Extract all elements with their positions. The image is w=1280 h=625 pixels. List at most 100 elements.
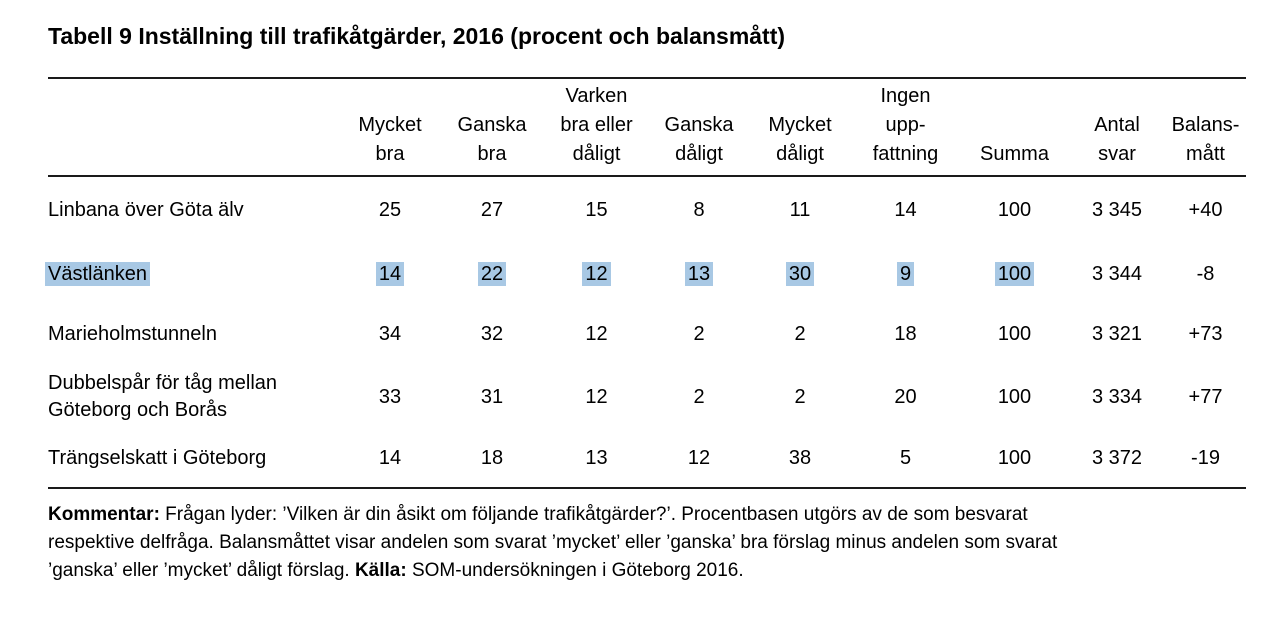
cell-value: 100: [997, 199, 1032, 222]
comment-text: ’ganska’ eller ’mycket’ dåligt förslag.: [48, 560, 355, 582]
cell-value: 34: [378, 322, 402, 345]
cell-value: 32: [480, 322, 504, 345]
column-header: Ganska dåligt: [649, 77, 749, 178]
comment-bold-label: Källa:: [354, 560, 407, 582]
table-cell: 100: [960, 244, 1069, 304]
cell-value: 2: [693, 385, 705, 408]
cell-value: 3 334: [1091, 385, 1143, 408]
table-cell: 13: [649, 244, 749, 304]
cell-value: -8: [1196, 262, 1215, 285]
comment-text: SOM-undersökningen i Göteborg 2016.: [406, 560, 744, 582]
table-cell: 12: [544, 304, 649, 364]
column-header: Mycket dåligt: [749, 77, 851, 178]
row-label-text-selected: Västlänken: [45, 261, 150, 286]
table-cell: 25: [340, 176, 440, 244]
cell-value: 100: [997, 385, 1032, 408]
cell-value: 14: [378, 447, 402, 470]
cell-value: 25: [378, 199, 402, 222]
table-cell: 8: [649, 176, 749, 244]
table-cell: 2: [649, 364, 749, 430]
table-cell: 100: [960, 176, 1069, 244]
cell-value: 8: [693, 199, 705, 222]
cell-value: 18: [480, 447, 504, 470]
table-cell: 100: [960, 430, 1069, 490]
table-cell: 31: [440, 364, 544, 430]
cell-value: +40: [1188, 199, 1223, 222]
cell-value: 12: [585, 322, 608, 345]
cell-value: 20: [894, 385, 917, 408]
table-cell: 100: [960, 304, 1069, 364]
column-header: Ganska bra: [440, 77, 544, 178]
row-label-text: Marieholmstunneln: [48, 322, 217, 345]
cell-value-selected: 100: [994, 261, 1035, 286]
row-label: Linbana över Göta älv: [48, 176, 340, 244]
table-cell: 3 372: [1069, 430, 1165, 490]
cell-value-selected: 13: [684, 261, 714, 286]
table-cell: 3 321: [1069, 304, 1165, 364]
table-cell: 3 334: [1069, 364, 1165, 430]
attitudes-table: Mycket bra Ganska bra Varken bra eller dåligt G…: [45, 77, 1246, 490]
comment-text: respektive delfråga. Balansmåttet visar …: [48, 532, 1058, 554]
comment-bold-label: Kommentar:: [48, 504, 160, 526]
column-header: Summa: [960, 77, 1069, 178]
cell-value: 3 372: [1091, 447, 1143, 470]
table-cell: 12: [649, 430, 749, 490]
cell-value: 33: [378, 385, 402, 408]
column-header: Antal svar: [1069, 77, 1165, 178]
cell-value: 11: [789, 199, 811, 222]
column-header: Varken bra eller dåligt: [544, 77, 649, 178]
cell-value: 14: [894, 199, 917, 222]
table-cell: 30: [749, 244, 851, 304]
row-label-header: [48, 77, 340, 178]
cell-value-selected: 14: [375, 261, 405, 286]
table-cell: 18: [851, 304, 960, 364]
cell-value-selected: 12: [582, 261, 611, 286]
cell-value: 27: [480, 199, 504, 222]
row-label: Marieholmstunneln: [48, 304, 340, 364]
cell-value: 3 345: [1091, 199, 1143, 222]
cell-value: 18: [894, 322, 917, 345]
row-label: Trängselskatt i Göteborg: [48, 430, 340, 490]
cell-value: 100: [997, 447, 1032, 470]
table-cell: 15: [544, 176, 649, 244]
table-cell: 14: [851, 176, 960, 244]
comment-text: Frågan lyder: ’Vilken är din åsikt om fö…: [159, 504, 1028, 526]
cell-value: 12: [585, 385, 608, 408]
table-cell: +73: [1165, 304, 1246, 364]
table-body: Linbana över Göta älv 25 27 15 8 11 14 100 3 345…: [45, 176, 1246, 490]
cell-value-selected: 22: [477, 261, 507, 286]
row-label: Dubbelspår för tåg mellan Göteborg och B…: [48, 364, 340, 430]
cell-value: +77: [1188, 385, 1223, 408]
cell-value: 38: [788, 447, 812, 470]
table-cell: +77: [1165, 364, 1246, 430]
table-row: Västlänken 14 22 12 13 30 9 100 3 344 -8: [45, 244, 1246, 304]
cell-value: 15: [585, 199, 608, 222]
table-row: Linbana över Göta älv 25 27 15 8 11 14 100 3 345…: [48, 176, 1246, 244]
row-label-text: Dubbelspår för tåg mellan Göteborg och B…: [48, 372, 278, 422]
table-cell: 100: [960, 364, 1069, 430]
cell-value: 2: [693, 322, 705, 345]
row-label-text: Trängselskatt i Göteborg: [48, 447, 267, 470]
row-label-text: Linbana över Göta älv: [48, 199, 244, 222]
table-comment: Kommentar: Frågan lyder: ’Vilken är din …: [48, 501, 1246, 585]
cell-value: 3 344: [1091, 262, 1143, 285]
table-cell: 34: [340, 304, 440, 364]
cell-value: 100: [997, 322, 1032, 345]
column-header: Mycket bra: [340, 77, 440, 178]
table-cell: 5: [851, 430, 960, 490]
cell-value: 2: [794, 385, 806, 408]
cell-value: 5: [899, 447, 912, 470]
table-cell: 12: [544, 364, 649, 430]
cell-value-selected: 30: [785, 261, 815, 286]
table-cell: +40: [1165, 176, 1246, 244]
table-cell: 27: [440, 176, 544, 244]
table-cell: 13: [544, 430, 649, 490]
table-cell: 2: [749, 304, 851, 364]
table-cell: 18: [440, 430, 544, 490]
table-cell: 14: [340, 244, 440, 304]
table-cell: 14: [340, 430, 440, 490]
column-header: Balans-mått: [1165, 77, 1246, 178]
table-cell: 2: [749, 364, 851, 430]
table-cell: 2: [649, 304, 749, 364]
